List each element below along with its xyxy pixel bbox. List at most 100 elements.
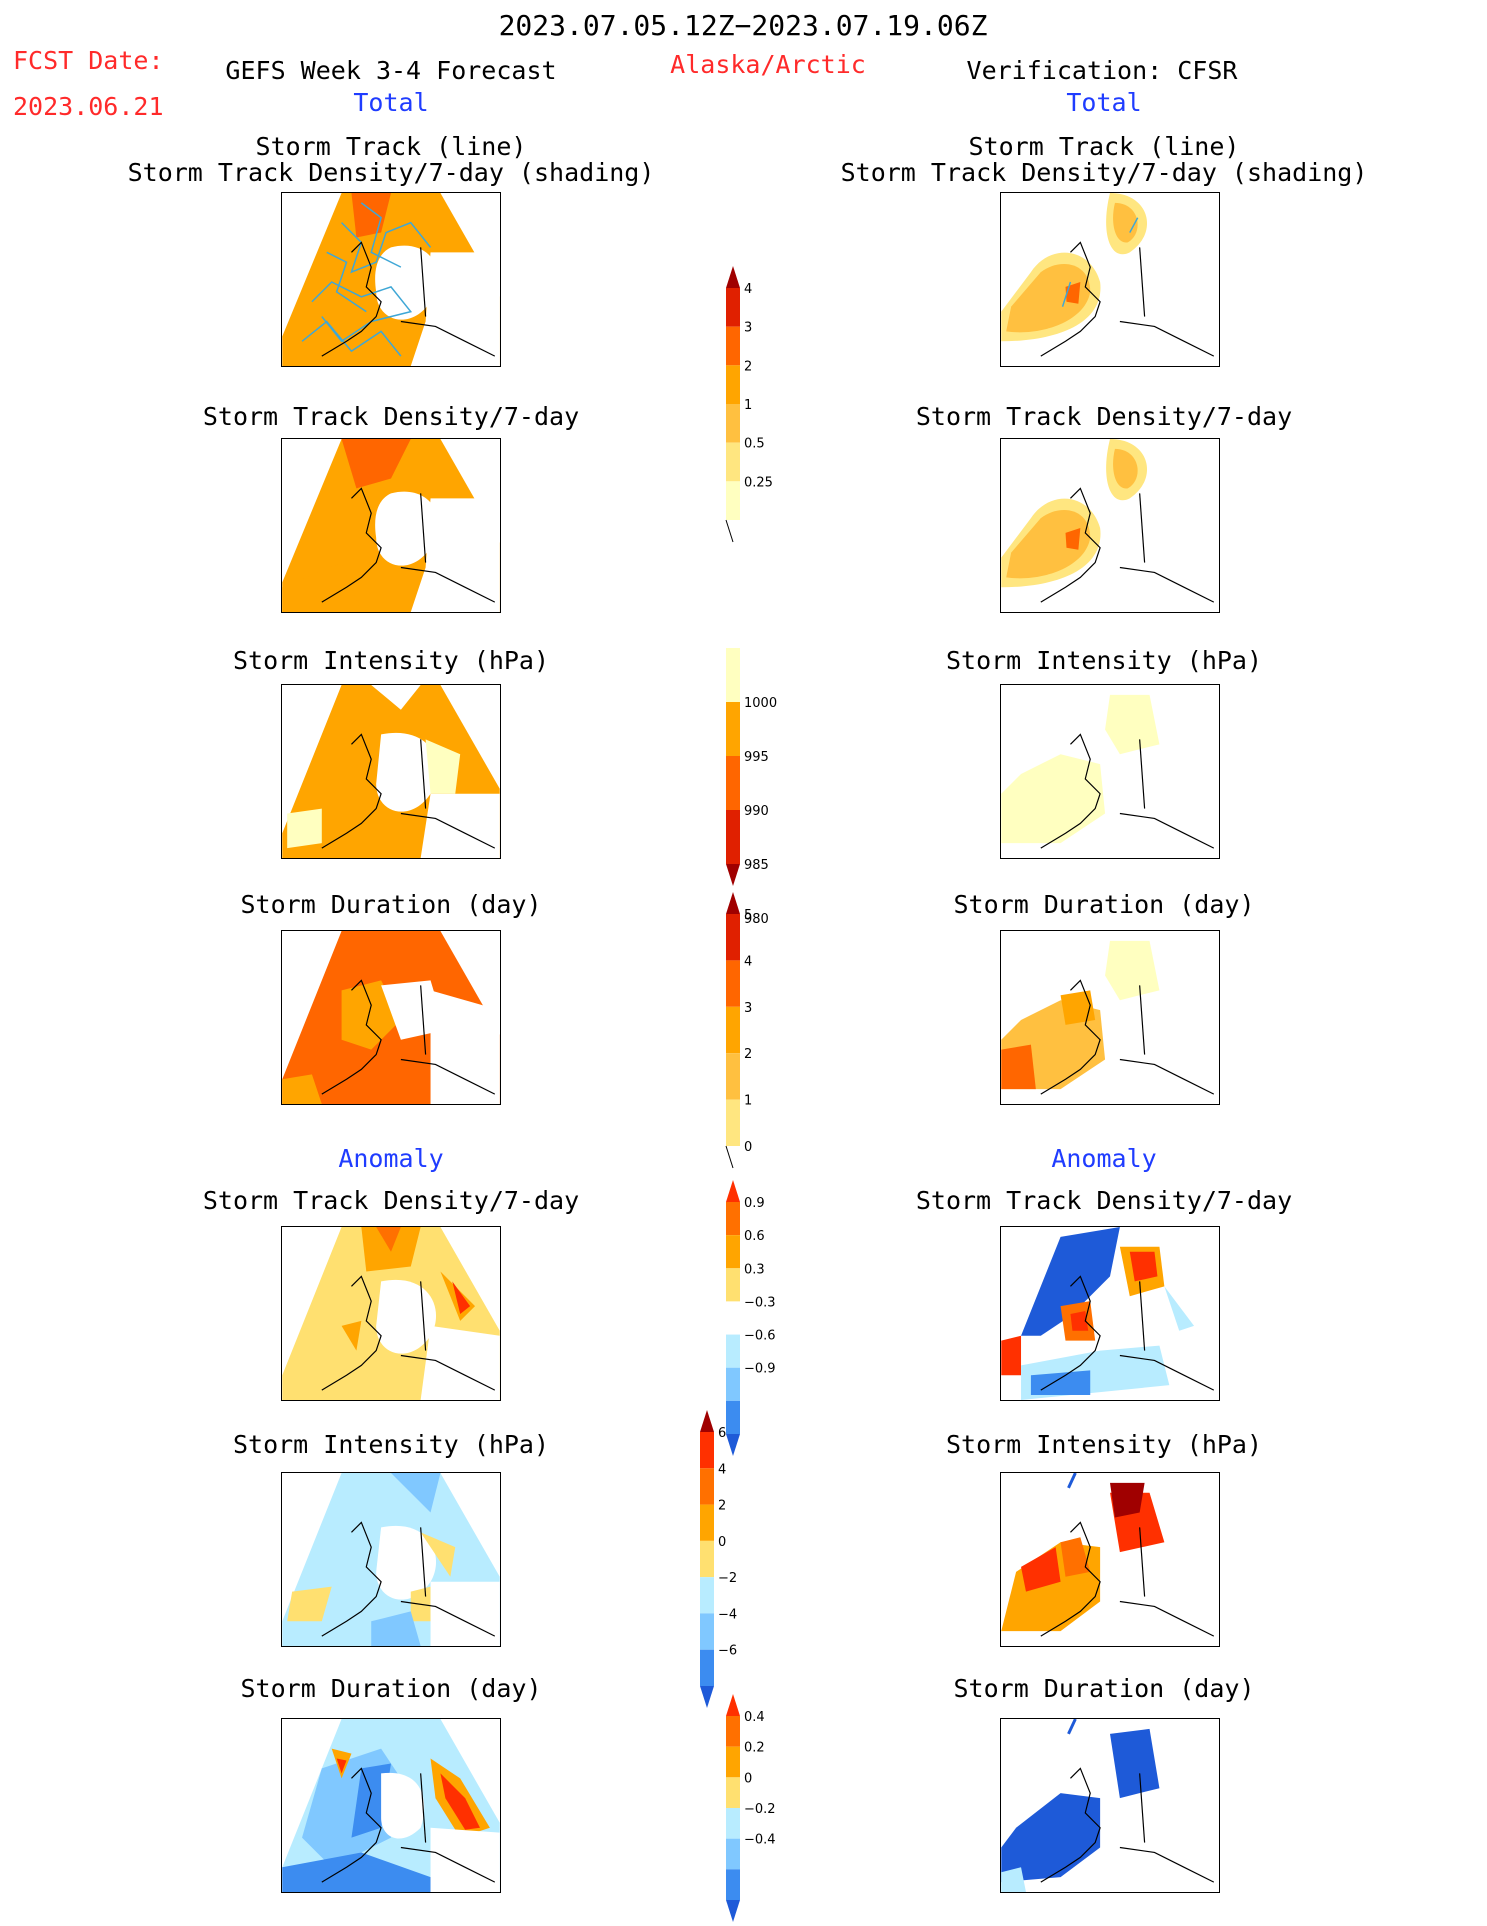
colorbar-swatch bbox=[700, 1468, 714, 1505]
fcst-date-value: 2023.06.21 bbox=[13, 92, 164, 121]
density_total-svg: 4 3 2 1 0.5 0.25 bbox=[725, 266, 773, 543]
forecast-title: GEFS Week 3-4 Forecast bbox=[225, 56, 557, 85]
colorbar-swatch bbox=[726, 1900, 740, 1922]
colorbar-density-total: 4 3 2 1 0.5 0.25 bbox=[725, 266, 786, 546]
map-right-intensity bbox=[1000, 684, 1220, 859]
colorbar-label: 3 bbox=[744, 321, 752, 336]
colorbar-label: −0.6 bbox=[744, 1329, 776, 1344]
date-range-title: 2023.07.05.12Z−2023.07.19.06Z bbox=[498, 9, 988, 42]
colorbar-swatch bbox=[726, 1367, 740, 1401]
left-row3-title: Storm Intensity (hPa) bbox=[232, 646, 550, 675]
colorbar-label: 2 bbox=[744, 1047, 752, 1062]
colorbar-label: 980 bbox=[744, 912, 769, 927]
colorbar-swatch bbox=[726, 1099, 740, 1146]
colorbar-label: −0.3 bbox=[744, 1295, 776, 1310]
colorbar-swatch bbox=[726, 810, 740, 864]
colorbar-swatch bbox=[726, 326, 740, 366]
colorbar-swatch bbox=[726, 1716, 740, 1747]
colorbar-intensity-anomaly: 6 4 2 0 −2 −4 −6 bbox=[700, 1410, 760, 1712]
colorbar-swatch bbox=[726, 365, 740, 404]
colorbar-label: 995 bbox=[744, 750, 769, 765]
colorbar-swatch bbox=[726, 1053, 740, 1100]
verification-title: Verification: CFSR bbox=[966, 56, 1238, 85]
colorbar-label: 2 bbox=[718, 1499, 726, 1514]
colorbar-swatch bbox=[726, 1777, 740, 1808]
colorbar-swatch bbox=[726, 1838, 740, 1870]
map-right-storm-track bbox=[1000, 192, 1220, 367]
colorbar-swatch bbox=[700, 1686, 714, 1708]
map-left-storm-track bbox=[281, 192, 501, 367]
intensity_total-svg: 1000 995 990 985 980 bbox=[726, 648, 777, 927]
colorbar-density-anomaly: 0.9 0.6 0.3 −0.3 −0.6 −0.9 bbox=[726, 1180, 786, 1460]
colorbar-swatch bbox=[726, 266, 740, 288]
colorbar-label: −4 bbox=[718, 1607, 737, 1622]
colorbar-swatch bbox=[726, 864, 740, 886]
fcst-date-label: FCST Date: bbox=[13, 46, 164, 75]
right-row5-title: Storm Track Density/7-day bbox=[915, 1186, 1293, 1215]
duration_anom-svg: 0.4 0.2 0 −0.2 −0.4 bbox=[726, 1694, 776, 1922]
colorbar-label: 4 bbox=[718, 1462, 726, 1477]
map-right-density-anomaly bbox=[1000, 1226, 1220, 1401]
colorbar-label: 0 bbox=[744, 1771, 752, 1786]
colorbar-swatch bbox=[700, 1613, 714, 1650]
left-row5-title: Storm Track Density/7-day bbox=[202, 1186, 580, 1215]
colorbar-label: −0.2 bbox=[744, 1802, 776, 1817]
colorbar-swatch bbox=[726, 914, 740, 961]
colorbar-swatch bbox=[726, 1180, 740, 1202]
colorbar-label: −2 bbox=[718, 1571, 737, 1586]
right-row6-title: Storm Intensity (hPa) bbox=[945, 1430, 1263, 1459]
right-row1-title1: Storm Track (line) bbox=[968, 132, 1240, 161]
colorbar-swatch bbox=[726, 1006, 740, 1054]
right-row4-title: Storm Duration (day) bbox=[953, 890, 1255, 919]
left-row1-title1: Storm Track (line) bbox=[255, 132, 527, 161]
map-left-intensity-anomaly bbox=[281, 1472, 501, 1647]
colorbar-label: 0.3 bbox=[744, 1262, 765, 1277]
right-row2-title: Storm Track Density/7-day bbox=[915, 402, 1293, 431]
colorbar-label: 6 bbox=[718, 1426, 726, 1441]
left-row4-title: Storm Duration (day) bbox=[240, 890, 542, 919]
colorbar-label: 0.25 bbox=[744, 475, 773, 490]
left-row7-title: Storm Duration (day) bbox=[240, 1674, 542, 1703]
colorbar-swatch bbox=[726, 960, 740, 1007]
colorbar-swatch bbox=[700, 1504, 714, 1541]
colorbar-label: 990 bbox=[744, 804, 769, 819]
colorbar-swatch bbox=[726, 892, 740, 914]
colorbar-label: 3 bbox=[744, 1001, 752, 1016]
colorbar-swatch bbox=[726, 1202, 740, 1236]
map-right-intensity-anomaly bbox=[1000, 1472, 1220, 1647]
map-right-duration bbox=[1000, 930, 1220, 1105]
right-total-label: Total bbox=[1066, 88, 1142, 117]
left-total-label: Total bbox=[353, 88, 429, 117]
colorbar-label: 0 bbox=[718, 1535, 726, 1550]
colorbar-label: 1 bbox=[744, 398, 752, 413]
colorbar-swatch bbox=[726, 756, 740, 810]
colorbar-label: 0 bbox=[744, 1140, 752, 1155]
map-right-track-density bbox=[1000, 438, 1220, 613]
colorbar-swatch bbox=[726, 1235, 740, 1269]
map-left-duration bbox=[281, 930, 501, 1105]
left-row1-title2: Storm Track Density/7-day (shading) bbox=[127, 158, 655, 187]
right-row7-title: Storm Duration (day) bbox=[953, 1674, 1255, 1703]
colorbar-swatch bbox=[726, 1808, 740, 1839]
colorbar-label: 4 bbox=[744, 954, 752, 969]
colorbar-duration-total: 5 4 3 2 1 0 bbox=[725, 892, 786, 1172]
intensity_anom-svg: 6 4 2 0 −2 −4 −6 bbox=[700, 1410, 737, 1708]
colorbar-swatch bbox=[726, 1334, 740, 1368]
colorbar-swatch bbox=[726, 1301, 740, 1335]
colorbar-label: 2 bbox=[744, 359, 752, 374]
colorbar-label: −6 bbox=[718, 1644, 737, 1659]
colorbar-label: 0.6 bbox=[744, 1229, 765, 1244]
colorbar-swatch bbox=[726, 481, 740, 520]
colorbar-swatch bbox=[700, 1577, 714, 1614]
colorbar-swatch bbox=[726, 442, 740, 482]
map-left-track-density bbox=[281, 438, 501, 613]
colorbar-label: 0.9 bbox=[744, 1196, 765, 1211]
colorbar-swatch bbox=[726, 1694, 740, 1716]
colorbar-swatch bbox=[726, 702, 740, 756]
map-left-intensity bbox=[281, 684, 501, 859]
colorbar-swatch bbox=[726, 404, 740, 443]
colorbar-swatch bbox=[726, 648, 740, 702]
colorbar-label: 985 bbox=[744, 858, 769, 873]
colorbar-tail bbox=[725, 1145, 734, 1169]
colorbar-swatch bbox=[726, 1268, 740, 1302]
